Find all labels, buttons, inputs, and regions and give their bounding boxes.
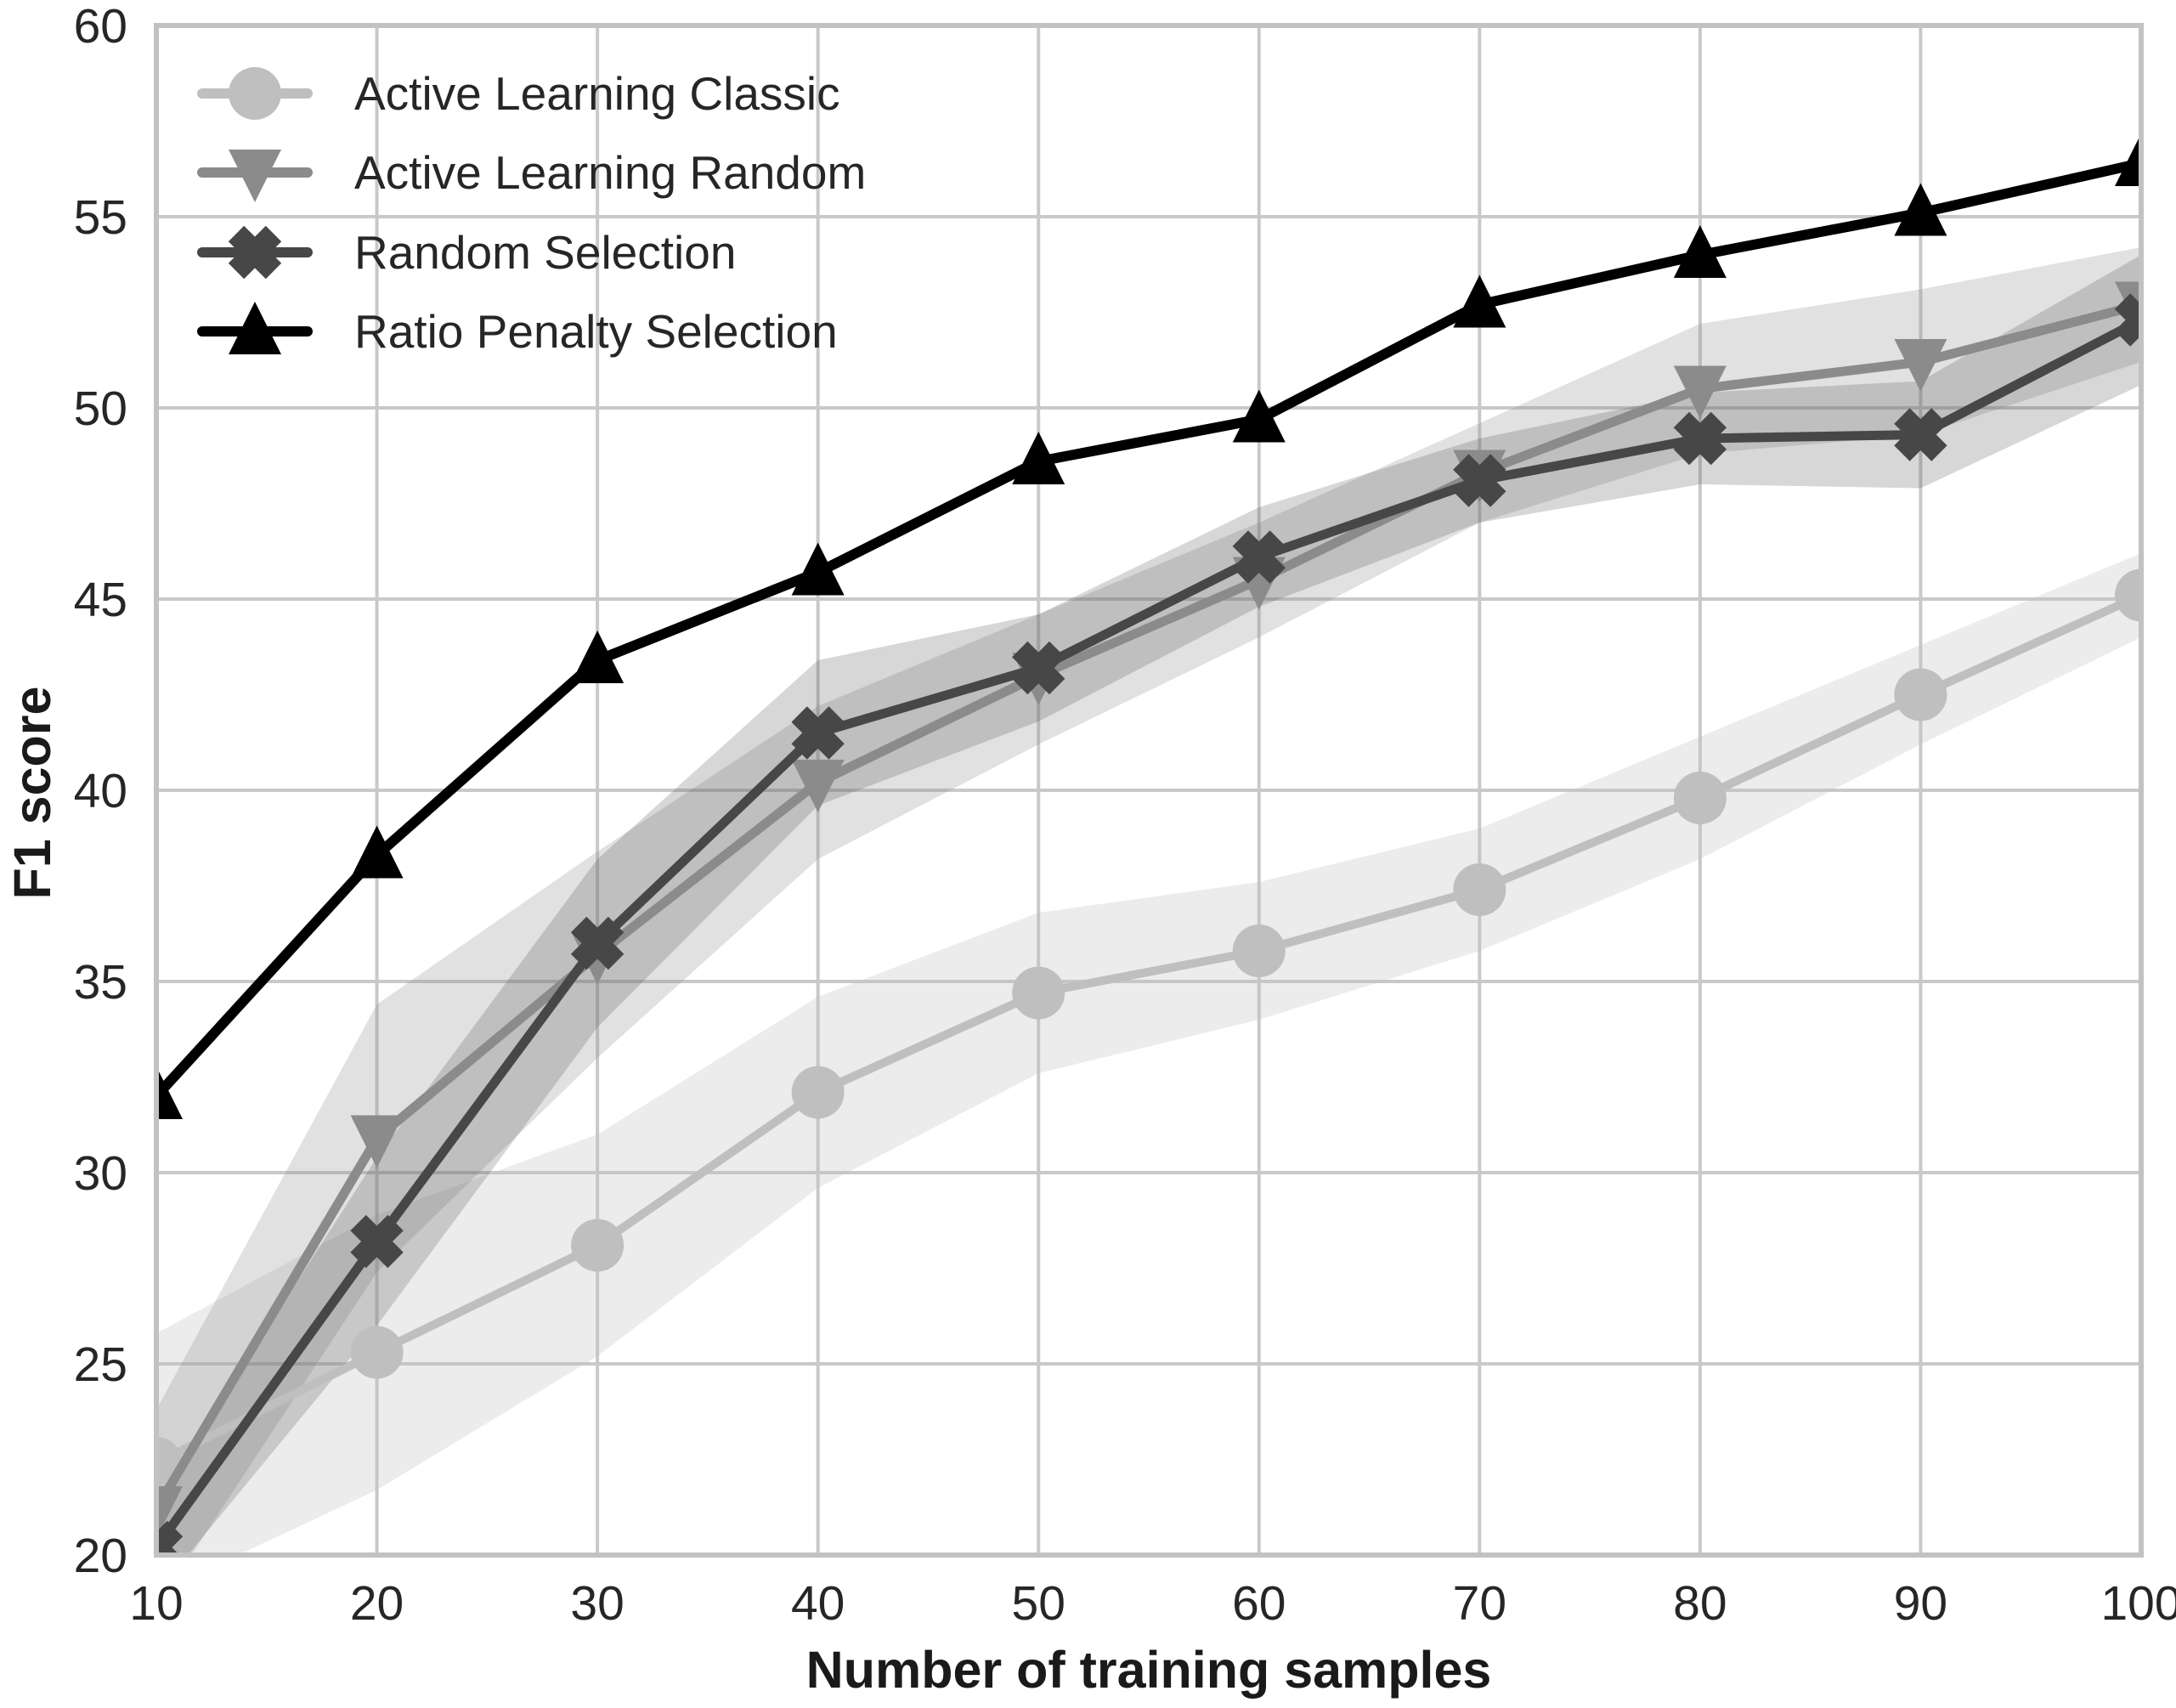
series-line-ratio-penalty-selection xyxy=(156,158,2141,1100)
x-tick-label: 20 xyxy=(350,1576,404,1631)
data-point-triangle-down xyxy=(791,760,845,812)
confidence-band-active-learning-random xyxy=(156,247,2141,1555)
data-point-triangle-up xyxy=(1894,183,1947,236)
data-point-x xyxy=(791,706,845,760)
legend-triangle-up-marker-icon xyxy=(197,302,313,355)
x-tick-label: 30 xyxy=(570,1576,624,1631)
data-point-circle xyxy=(1453,863,1506,916)
data-point-triangle-down xyxy=(229,150,281,203)
data-point-triangle-down xyxy=(1673,365,1727,419)
legend-item-active-learning-random: Active Learning Random xyxy=(191,133,866,213)
data-point-x xyxy=(2114,293,2141,347)
legend-x-marker-icon xyxy=(197,225,313,279)
data-point-triangle-up xyxy=(1012,432,1065,484)
series-line-active-learning-random xyxy=(156,300,2141,1512)
legend-label: Ratio Penalty Selection xyxy=(354,305,838,359)
y-axis-title: F1 score xyxy=(3,686,61,900)
x-tick-label: 80 xyxy=(1673,1576,1727,1631)
axes-border xyxy=(154,23,2144,1558)
x-axis-title: Number of training samples xyxy=(805,1641,1492,1699)
y-tick-label: 20 xyxy=(74,1529,127,1583)
y-tick-label: 35 xyxy=(74,955,127,1010)
legend-item-active-learning-classic: Active Learning Classic xyxy=(191,54,866,133)
data-point-triangle-down xyxy=(1894,339,1947,392)
data-point-x xyxy=(156,1520,184,1555)
y-tick-label: 50 xyxy=(74,382,127,436)
data-point-x xyxy=(228,225,282,279)
data-point-circle xyxy=(1012,966,1065,1020)
data-point-circle xyxy=(1673,772,1727,824)
x-tick-label: 50 xyxy=(1012,1576,1065,1631)
data-point-triangle-up xyxy=(791,542,845,596)
series-line-active-learning-classic xyxy=(156,591,2141,1468)
data-point-circle xyxy=(1232,925,1286,977)
x-tick-label: 90 xyxy=(1894,1576,1947,1631)
data-point-circle xyxy=(229,66,281,120)
series-line-random-selection xyxy=(156,315,2141,1551)
data-point-triangle-up xyxy=(571,631,625,683)
legend-label: Active Learning Random xyxy=(354,146,867,200)
legend-triangle-down-marker-icon xyxy=(197,150,313,203)
confidence-band-active-learning-classic xyxy=(156,553,2141,1555)
y-tick-label: 45 xyxy=(74,573,127,627)
data-point-x xyxy=(1012,641,1065,695)
x-tick-label: 10 xyxy=(129,1576,183,1631)
data-point-circle xyxy=(2115,568,2141,622)
y-tick-label: 60 xyxy=(74,0,127,54)
data-point-triangle-up xyxy=(156,1066,183,1119)
x-tick-label: 40 xyxy=(791,1576,845,1631)
plot-area xyxy=(156,133,2141,1555)
y-tick-label: 25 xyxy=(74,1338,127,1392)
data-point-x xyxy=(570,916,625,970)
legend-item-random-selection: Random Selection xyxy=(191,212,866,292)
data-point-triangle-up xyxy=(1673,225,1727,278)
x-tick-label: 60 xyxy=(1232,1576,1286,1631)
y-tick-label: 40 xyxy=(74,764,127,818)
y-tick-label: 30 xyxy=(74,1146,127,1201)
legend-item-ratio-penalty-selection: Ratio Penalty Selection xyxy=(191,292,866,372)
x-tick-label: 70 xyxy=(1453,1576,1506,1631)
data-point-x xyxy=(1232,530,1286,584)
data-point-circle xyxy=(350,1326,404,1379)
data-point-triangle-up xyxy=(229,302,281,355)
data-point-triangle-up xyxy=(1453,274,1506,328)
data-point-triangle-up xyxy=(2115,133,2141,186)
x-tick-label: 100 xyxy=(2100,1576,2176,1631)
data-point-x xyxy=(350,1214,404,1269)
legend-circle-marker-icon xyxy=(197,66,313,120)
data-point-x xyxy=(1894,408,1947,461)
data-point-x xyxy=(1453,454,1506,507)
data-point-circle xyxy=(571,1219,625,1272)
data-point-x xyxy=(1673,411,1727,466)
data-point-circle xyxy=(791,1066,845,1119)
chart-legend: Active Learning Classic Active Learning … xyxy=(191,54,866,371)
data-point-triangle-up xyxy=(350,825,404,879)
data-point-triangle-up xyxy=(1232,389,1286,443)
data-point-triangle-down xyxy=(350,1115,404,1168)
legend-label: Random Selection xyxy=(354,225,737,279)
y-tick-label: 55 xyxy=(74,190,127,245)
confidence-band-random-selection xyxy=(156,255,2141,1555)
legend-label: Active Learning Classic xyxy=(354,66,840,120)
data-point-circle xyxy=(1894,668,1947,721)
